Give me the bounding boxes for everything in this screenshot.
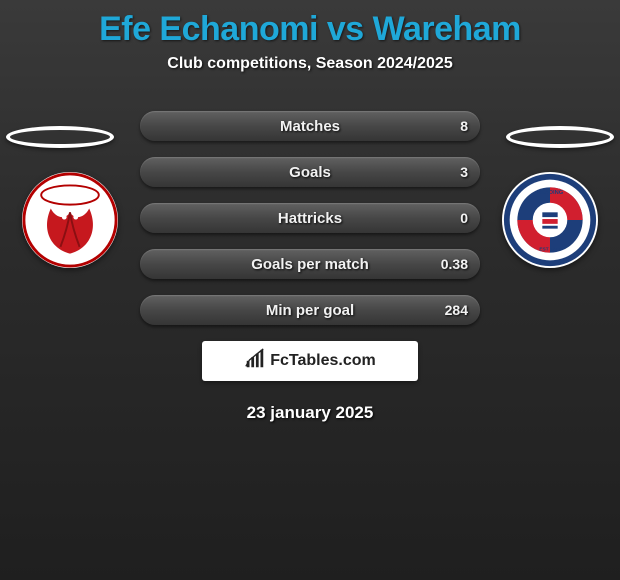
stat-row-matches: Matches 8	[140, 111, 480, 141]
stat-right-value: 8	[460, 118, 468, 134]
page-subtitle: Club competitions, Season 2024/2025	[0, 55, 620, 73]
left-team-crest	[22, 172, 118, 268]
left-ellipse-decor	[6, 126, 114, 148]
stat-label: Matches	[280, 118, 340, 135]
stat-label: Goals per match	[251, 256, 369, 273]
stat-right-value: 0.38	[441, 256, 468, 272]
right-ellipse-decor	[506, 126, 614, 148]
svg-text:EST 1871: EST 1871	[539, 247, 561, 253]
footer-attribution[interactable]: FcTables.com	[202, 341, 418, 381]
stat-label: Goals	[289, 164, 331, 181]
stat-row-goals: Goals 3	[140, 157, 480, 187]
footer-label: FcTables.com	[270, 352, 376, 370]
stat-right-value: 0	[460, 210, 468, 226]
stat-right-value: 284	[445, 302, 468, 318]
svg-text:READING: READING	[537, 190, 564, 196]
stat-label: Min per goal	[266, 302, 354, 319]
stat-right-value: 3	[460, 164, 468, 180]
date-label: 23 january 2025	[0, 403, 620, 423]
page-title: Efe Echanomi vs Wareham	[0, 0, 620, 55]
right-team-crest: READING EST 1871	[502, 172, 598, 268]
stat-label: Hattricks	[278, 210, 342, 227]
stat-row-hattricks: Hattricks 0	[140, 203, 480, 233]
stat-row-min-per-goal: Min per goal 284	[140, 295, 480, 325]
bar-chart-icon	[244, 348, 266, 375]
stat-row-goals-per-match: Goals per match 0.38	[140, 249, 480, 279]
stats-list: Matches 8 Goals 3 Hattricks 0 Goals per …	[140, 111, 480, 325]
